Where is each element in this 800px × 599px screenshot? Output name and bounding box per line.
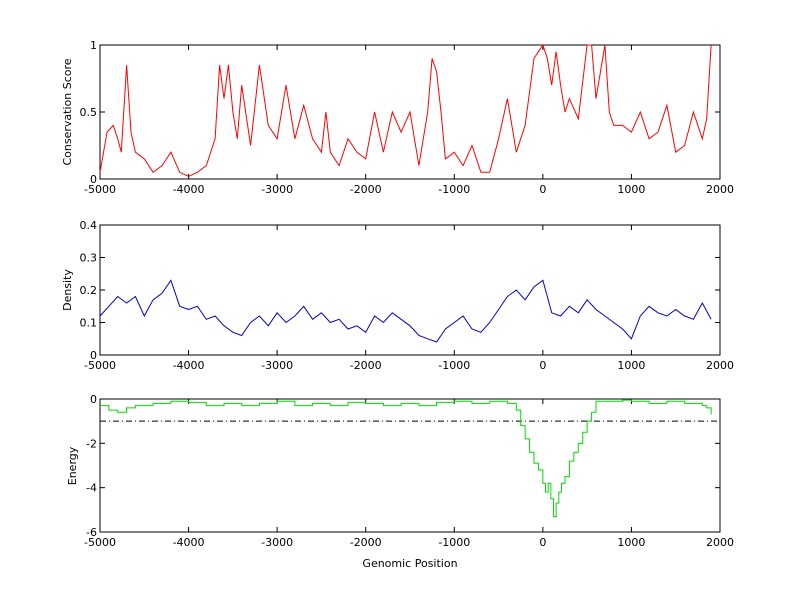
energy-x-label: Genomic Position [362, 557, 457, 570]
density-y-tick-label: 0.2 [80, 284, 98, 297]
energy-y-tick-label: -4 [86, 482, 97, 495]
density-y-label: Density [61, 269, 74, 311]
energy-panel: -5000 -4000 -3000 -2000 -1000 0 1000 2000 -6-4-… [66, 393, 734, 570]
conservation-y-label: Conservation Score [61, 58, 74, 165]
energy-x-tick-label: 1000 [617, 536, 645, 549]
conservation-y-ticks: 00.51 [80, 39, 720, 186]
energy-axes-frame [99, 398, 721, 533]
conservation-series-line [99, 43, 712, 177]
energy-x-tick-label: -1000 [438, 536, 470, 549]
density-x-tick-label: 2000 [706, 359, 734, 372]
energy-y-tick-label: -2 [86, 437, 97, 450]
energy-x-tick-label: 2000 [706, 536, 734, 549]
density-x-ticks: -5000 -4000 -3000 -2000 -1000 0 1000 2000 [84, 225, 734, 372]
density-x-tick-label: -5000 [84, 359, 116, 372]
density-x-tick-label: -3000 [261, 359, 293, 372]
conservation-y-tick-label: 0 [90, 173, 97, 186]
energy-x-tick-label: 0 [539, 536, 546, 549]
energy-x-tick-label: -2000 [350, 536, 382, 549]
conservation-y-tick-label: 1 [90, 39, 97, 52]
density-x-tick-label: 0 [539, 359, 546, 372]
conservation-panel: -5000 -4000 -3000 -2000 -1000 0 1000 2000 00.51… [61, 39, 734, 196]
conservation-x-tick-label: -3000 [261, 183, 293, 196]
density-panel: -5000 -4000 -3000 -2000 -1000 0 1000 2000 00.10… [61, 219, 734, 372]
energy-y-ticks: -6 -4 -2 0 [86, 393, 720, 539]
density-y-tick-label: 0.3 [80, 252, 98, 265]
density-y-tick-label: 0.4 [80, 219, 98, 232]
density-x-tick-label: -2000 [350, 359, 382, 372]
conservation-x-tick-label: -5000 [84, 183, 116, 196]
energy-y-tick-label: 0 [90, 393, 97, 406]
density-x-tick-label: -4000 [173, 359, 205, 372]
conservation-x-tick-label: 2000 [706, 183, 734, 196]
conservation-x-tick-label: -1000 [438, 183, 470, 196]
energy-y-tick-label: -6 [86, 526, 97, 539]
energy-y-label: Energy [66, 446, 79, 485]
density-x-tick-label: 1000 [617, 359, 645, 372]
density-y-tick-label: 0.1 [80, 317, 98, 330]
conservation-x-ticks: -5000 -4000 -3000 -2000 -1000 0 1000 2000 [84, 45, 734, 196]
energy-x-tick-label: -3000 [261, 536, 293, 549]
density-axes-frame [99, 224, 721, 356]
energy-x-tick-label: -5000 [84, 536, 116, 549]
energy-x-tick-label: -4000 [173, 536, 205, 549]
density-x-tick-label: -1000 [438, 359, 470, 372]
density-y-ticks: 0 0.1 0.2 0.3 0.4 [80, 219, 720, 362]
conservation-y-tick-label: 0.5 [80, 106, 98, 119]
conservation-x-tick-label: 0 [539, 183, 546, 196]
energy-x-ticks: -5000 -4000 -3000 -2000 -1000 0 1000 2000 [84, 399, 734, 549]
density-series-line [99, 279, 712, 343]
conservation-x-tick-label: -4000 [173, 183, 205, 196]
density-y-tick-label: 0 [90, 349, 97, 362]
conservation-x-tick-label: -2000 [350, 183, 382, 196]
energy-series-line [100, 399, 712, 517]
conservation-x-tick-label: 1000 [617, 183, 645, 196]
